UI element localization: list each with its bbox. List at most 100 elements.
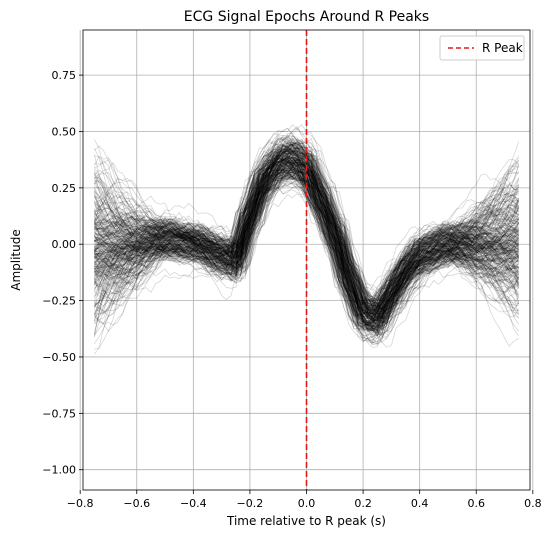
x-tick-label: 0.0 (298, 497, 316, 510)
ecg-epoch-trace (93, 143, 519, 327)
ecg-epoch-trace (94, 161, 520, 299)
ecg-epoch-trace (94, 160, 519, 325)
x-axis-ticks: −0.8 −0.6 −0.4 −0.2 0.0 0.2 0.4 0.6 0.8 (67, 490, 542, 510)
ecg-epoch-trace (94, 161, 519, 314)
ecg-epoch-trace (93, 144, 519, 314)
ecg-epoch-trace (94, 145, 519, 334)
ecg-epoch-trace (93, 150, 519, 316)
y-tick-label: −0.25 (42, 295, 76, 308)
ecg-epoch-trace (94, 169, 519, 312)
y-axis-ticks: −1.00 −0.75 −0.50 −0.25 0.00 0.25 0.50 0.75 (42, 69, 83, 477)
ecg-epoch-trace (94, 161, 519, 315)
ecg-epoch-trace (94, 152, 519, 330)
ecg-epoch-trace (94, 156, 520, 320)
y-tick-label: 0.75 (52, 69, 77, 82)
ecg-epoch-trace (93, 150, 520, 331)
ecg-epoch-trace (94, 158, 520, 319)
y-tick-label: 0.00 (52, 238, 77, 251)
ecg-epoch-trace (94, 145, 519, 319)
ecg-epoch-trace (94, 152, 519, 303)
legend-label-r-peak: R Peak (482, 41, 523, 55)
ecg-epoch-trace (94, 149, 519, 328)
ecg-epoch-trace (94, 153, 520, 317)
ecg-epoch-trace (94, 154, 519, 324)
ecg-epoch-trace (93, 156, 519, 333)
ecg-epoch-trace (93, 148, 519, 333)
ecg-epoch-trace (93, 145, 519, 327)
y-tick-label: −1.00 (42, 464, 76, 477)
ecg-epoch-trace (94, 171, 519, 309)
ecg-epoch-trace (93, 162, 519, 321)
ecg-epoch-trace (94, 150, 519, 324)
x-tick-label: −0.2 (237, 497, 264, 510)
ecg-epoch-trace (93, 156, 520, 316)
ecg-epoch-trace (94, 137, 519, 336)
ecg-epoch-trace (94, 168, 519, 294)
ecg-epoch-trace (93, 157, 520, 325)
ecg-epoch-trace (94, 164, 520, 306)
ecg-epoch-trace (93, 146, 519, 315)
ecg-epoch-trace (93, 146, 520, 314)
ecg-epoch-trace (94, 158, 520, 324)
ecg-epoch-trace (93, 157, 519, 318)
ecg-epoch-trace (94, 144, 519, 327)
x-tick-label: 0.2 (354, 497, 372, 510)
ecg-epoch-trace (94, 169, 519, 310)
ecg-epoch-trace (94, 157, 519, 315)
x-tick-label: 0.8 (524, 497, 542, 510)
ecg-epoch-trace (93, 149, 519, 332)
ecg-epoch-trace (94, 161, 519, 309)
ecg-epoch-trace (94, 152, 519, 326)
y-tick-label: −0.50 (42, 351, 76, 364)
ecg-epoch-trace (93, 157, 520, 301)
ecg-epoch-trace (94, 145, 519, 322)
ecg-epoch-trace (93, 161, 519, 332)
ecg-epoch-trace (94, 145, 519, 333)
ecg-epoch-trace (94, 137, 520, 339)
y-axis-label: Amplitude (9, 229, 23, 291)
chart-title: ECG Signal Epochs Around R Peaks (184, 9, 429, 25)
ecg-epoch-trace (93, 148, 519, 330)
x-tick-label: 0.6 (467, 497, 485, 510)
ecg-epoch-trace (94, 161, 520, 318)
y-tick-label: −0.75 (42, 407, 76, 420)
ecg-epoch-trace (94, 159, 519, 320)
ecg-epoch-trace (94, 163, 520, 324)
ecg-epoch-trace (93, 146, 519, 332)
ecg-epoch-trace (94, 176, 520, 314)
ecg-epoch-trace (93, 167, 519, 305)
x-tick-label: −0.8 (67, 497, 94, 510)
x-tick-label: −0.4 (180, 497, 207, 510)
ecg-epoch-trace (93, 146, 519, 329)
ecg-epoch-trace (94, 149, 520, 332)
ecg-epoch-trace (94, 162, 520, 315)
y-tick-label: 0.50 (52, 125, 77, 138)
legend: R Peak (439, 35, 525, 61)
ecg-epoch-trace (94, 145, 519, 319)
x-tick-label: −0.6 (123, 497, 150, 510)
ecg-epoch-trace (94, 147, 519, 327)
ecg-epoch-trace (93, 127, 519, 326)
y-tick-label: 0.25 (52, 182, 77, 195)
ecg-epoch-trace (94, 148, 519, 339)
ecg-epoch-trace (93, 174, 519, 323)
ecg-epoch-trace (93, 143, 520, 319)
ecg-epoch-trace (93, 165, 520, 309)
ecg-epoch-trace (94, 159, 519, 317)
ecg-epoch-trace (94, 172, 519, 301)
ecg-epoch-trace (94, 166, 519, 317)
ecg-epoch-trace (93, 167, 519, 316)
ecg-epoch-trace (94, 151, 519, 309)
ecg-epoch-trace (94, 146, 519, 331)
legend-box (439, 35, 525, 61)
ecg-epoch-trace (93, 150, 520, 334)
ecg-epoch-trace (93, 165, 519, 320)
x-tick-label: 0.4 (411, 497, 429, 510)
ecg-epoch-trace (94, 158, 519, 326)
ecg-epoch-trace (93, 149, 519, 317)
ecg-epoch-trace (94, 164, 519, 331)
ecg-epoch-trace (94, 135, 519, 345)
ecg-epoch-trace (94, 137, 519, 336)
ecg-epoch-trace (93, 174, 520, 345)
